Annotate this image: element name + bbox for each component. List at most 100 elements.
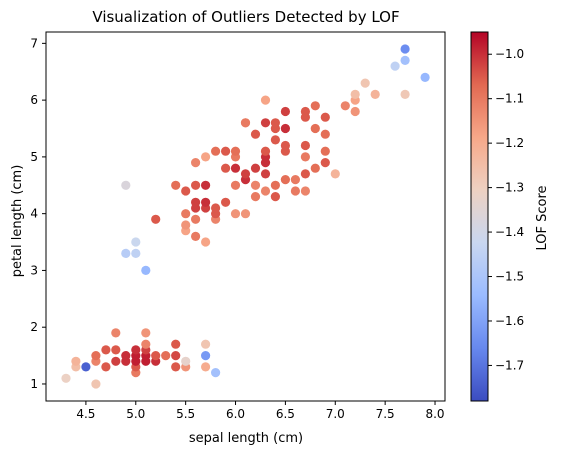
scatter-point bbox=[280, 175, 290, 185]
scatter-point bbox=[300, 106, 310, 117]
scatter-point bbox=[230, 146, 241, 156]
x-axis: 4.5 5.0 5.5 6.0 6.5 7.0 7.5 8.0 bbox=[76, 401, 445, 421]
scatter-point bbox=[320, 112, 330, 122]
scatter-point bbox=[270, 192, 280, 202]
scatter-point bbox=[320, 158, 330, 168]
scatter-point bbox=[240, 169, 251, 179]
scatter-point bbox=[201, 197, 211, 207]
scatter-point bbox=[260, 118, 271, 128]
scatter-point bbox=[131, 345, 141, 355]
colorbar-gradient bbox=[470, 31, 489, 402]
scatter-point bbox=[111, 345, 121, 355]
scatter-point bbox=[310, 101, 320, 111]
y-tick-label: 4 bbox=[30, 207, 38, 221]
scatter-point bbox=[111, 328, 121, 338]
scatter-point bbox=[400, 55, 410, 65]
scatter-point bbox=[270, 135, 280, 145]
scatter-point bbox=[260, 146, 271, 156]
scatter-point bbox=[390, 61, 400, 71]
x-tick-label: 6.0 bbox=[226, 407, 245, 421]
scatter-point bbox=[201, 237, 211, 247]
scatter-point bbox=[201, 339, 211, 349]
scatter-point bbox=[290, 175, 300, 185]
scatter-point bbox=[300, 169, 310, 179]
scatter-point bbox=[280, 106, 290, 117]
colorbar-tick-label: −1.7 bbox=[495, 358, 524, 372]
scatter-point bbox=[161, 351, 171, 361]
scatter-point bbox=[171, 180, 181, 190]
scatter-point bbox=[320, 129, 330, 139]
scatter-point bbox=[201, 152, 211, 162]
scatter-point bbox=[330, 169, 340, 179]
y-axis: 1 2 3 4 5 6 7 bbox=[30, 36, 46, 391]
scatter-point bbox=[300, 140, 310, 151]
scatter-point bbox=[181, 186, 191, 196]
scatter-point bbox=[151, 214, 161, 224]
y-tick-label: 5 bbox=[30, 150, 38, 164]
scatter-point bbox=[211, 368, 221, 378]
x-tick-label: 6.5 bbox=[276, 407, 295, 421]
scatter-point bbox=[340, 101, 350, 111]
x-tick-label: 7.0 bbox=[326, 407, 345, 421]
scatter-point bbox=[240, 118, 251, 128]
scatter-point bbox=[230, 180, 241, 190]
scatter-point bbox=[420, 72, 430, 82]
scatter-point bbox=[320, 146, 330, 156]
scatter-point bbox=[270, 180, 280, 190]
scatter-point bbox=[171, 362, 181, 372]
scatter-point bbox=[191, 197, 201, 207]
scatter-point bbox=[250, 192, 261, 202]
scatter-point bbox=[151, 351, 161, 361]
scatter-point bbox=[111, 356, 121, 366]
scatter-point bbox=[191, 158, 201, 168]
scatter-point bbox=[141, 265, 151, 275]
scatter-point bbox=[211, 146, 221, 156]
scatter-point bbox=[121, 248, 131, 258]
scatter-point bbox=[101, 362, 111, 372]
scatter-point bbox=[250, 129, 261, 139]
y-tick-label: 2 bbox=[30, 320, 38, 334]
scatter-point bbox=[240, 209, 251, 219]
scatter-point bbox=[201, 351, 211, 361]
scatter-point bbox=[181, 220, 191, 230]
y-tick-label: 7 bbox=[30, 36, 38, 50]
scatter-point bbox=[141, 339, 151, 349]
scatter-point bbox=[270, 118, 280, 128]
scatter-point bbox=[350, 106, 360, 117]
scatter-point bbox=[260, 169, 271, 179]
scatter-point bbox=[211, 203, 221, 213]
scatter-point bbox=[91, 351, 101, 361]
scatter-point bbox=[181, 356, 191, 366]
colorbar-tick-label: −1.6 bbox=[495, 314, 524, 328]
scatter-point bbox=[131, 237, 141, 247]
scatter-point bbox=[400, 89, 410, 99]
y-tick-label: 3 bbox=[30, 263, 38, 277]
scatter-point bbox=[260, 95, 271, 105]
scatter-point bbox=[61, 373, 71, 383]
scatter-point bbox=[191, 180, 201, 190]
scatter-point bbox=[71, 356, 81, 366]
scatter-point bbox=[260, 186, 271, 196]
scatter-point bbox=[181, 209, 191, 219]
scatter-point bbox=[201, 362, 211, 372]
scatter-point bbox=[350, 89, 360, 99]
scatter-point bbox=[121, 180, 131, 190]
y-tick-label: 6 bbox=[30, 93, 38, 107]
y-axis-label: petal length (cm) bbox=[10, 165, 25, 278]
scatter-point bbox=[360, 78, 370, 88]
x-tick-label: 5.0 bbox=[126, 407, 145, 421]
scatter-point bbox=[400, 44, 410, 54]
colorbar-tick-label: −1.3 bbox=[495, 181, 524, 195]
scatter-point bbox=[191, 214, 201, 224]
colorbar-label: LOF Score bbox=[535, 185, 550, 250]
scatter-point bbox=[310, 163, 320, 173]
scatter-point bbox=[131, 248, 141, 258]
scatter-points bbox=[61, 44, 430, 389]
colorbar-tick-label: −1.1 bbox=[495, 92, 524, 106]
scatter-point bbox=[191, 231, 201, 241]
scatter-point bbox=[300, 152, 310, 162]
scatter-point bbox=[171, 351, 181, 361]
scatter-point bbox=[310, 123, 320, 134]
scatter-point bbox=[300, 186, 310, 196]
